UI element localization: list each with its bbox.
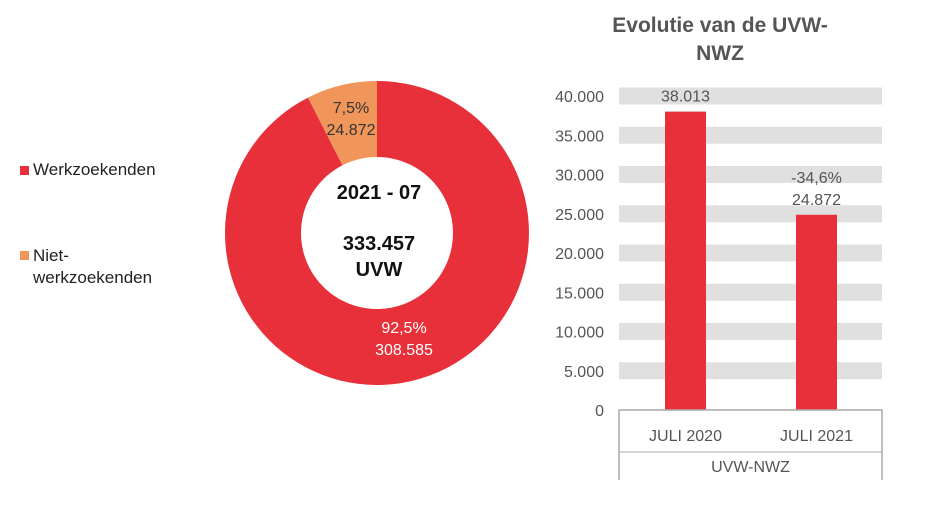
legend-label: Niet-werkzoekenden (33, 246, 153, 287)
grid-band (619, 323, 882, 340)
grid-band (619, 283, 882, 301)
grid-band (619, 87, 882, 105)
slice-value-label: 24.872 (327, 122, 376, 139)
center-unit: UVW (356, 259, 403, 281)
x-tick-label: JULI 2021 (780, 428, 853, 445)
center-period: 2021 - 07 (337, 182, 422, 204)
bar-1 (796, 214, 837, 410)
y-tick-label: 15.000 (555, 285, 604, 302)
legend-swatch (20, 166, 29, 175)
grid-band (619, 244, 882, 262)
slice-value-label: 308.585 (375, 342, 433, 359)
y-tick-label: 40.000 (555, 89, 604, 106)
legend-niet-werkzoekenden: Niet-werkzoekenden (20, 245, 152, 289)
group-label: UVW-NWZ (711, 459, 790, 476)
legend-werkzoekenden: Werkzoekenden (20, 160, 156, 180)
y-tick-label: 20.000 (555, 246, 604, 263)
center-total: 333.457 (343, 233, 415, 255)
donut-slice-1 (307, 81, 377, 166)
grid-band (619, 205, 882, 223)
y-tick-label: 10.000 (555, 325, 604, 342)
y-tick-label: 30.000 (555, 168, 604, 185)
x-axis (618, 409, 883, 480)
bar-0 (665, 111, 706, 410)
legend-swatch (20, 251, 29, 260)
y-tick-label: 5.000 (564, 364, 604, 381)
grid-band (619, 362, 882, 380)
bar-data-label: -34,6% (791, 170, 842, 187)
slice-pct-label: 7,5% (333, 100, 369, 117)
x-tick-label: JULI 2020 (649, 428, 722, 445)
bar-data-label: 24.872 (792, 192, 841, 209)
legend-label: Werkzoekenden (33, 160, 156, 179)
slice-pct-label: 92,5% (381, 320, 426, 337)
grid-band (619, 166, 882, 183)
bar-data-label: 38.013 (661, 89, 710, 106)
y-tick-label: 25.000 (555, 207, 604, 224)
y-tick-label: 0 (595, 403, 604, 420)
bar-chart-title: Evolutie van de UVW- NWZ (612, 14, 828, 65)
donut-slice-0 (224, 81, 529, 386)
y-tick-label: 35.000 (555, 128, 604, 145)
grid-band (619, 126, 882, 144)
